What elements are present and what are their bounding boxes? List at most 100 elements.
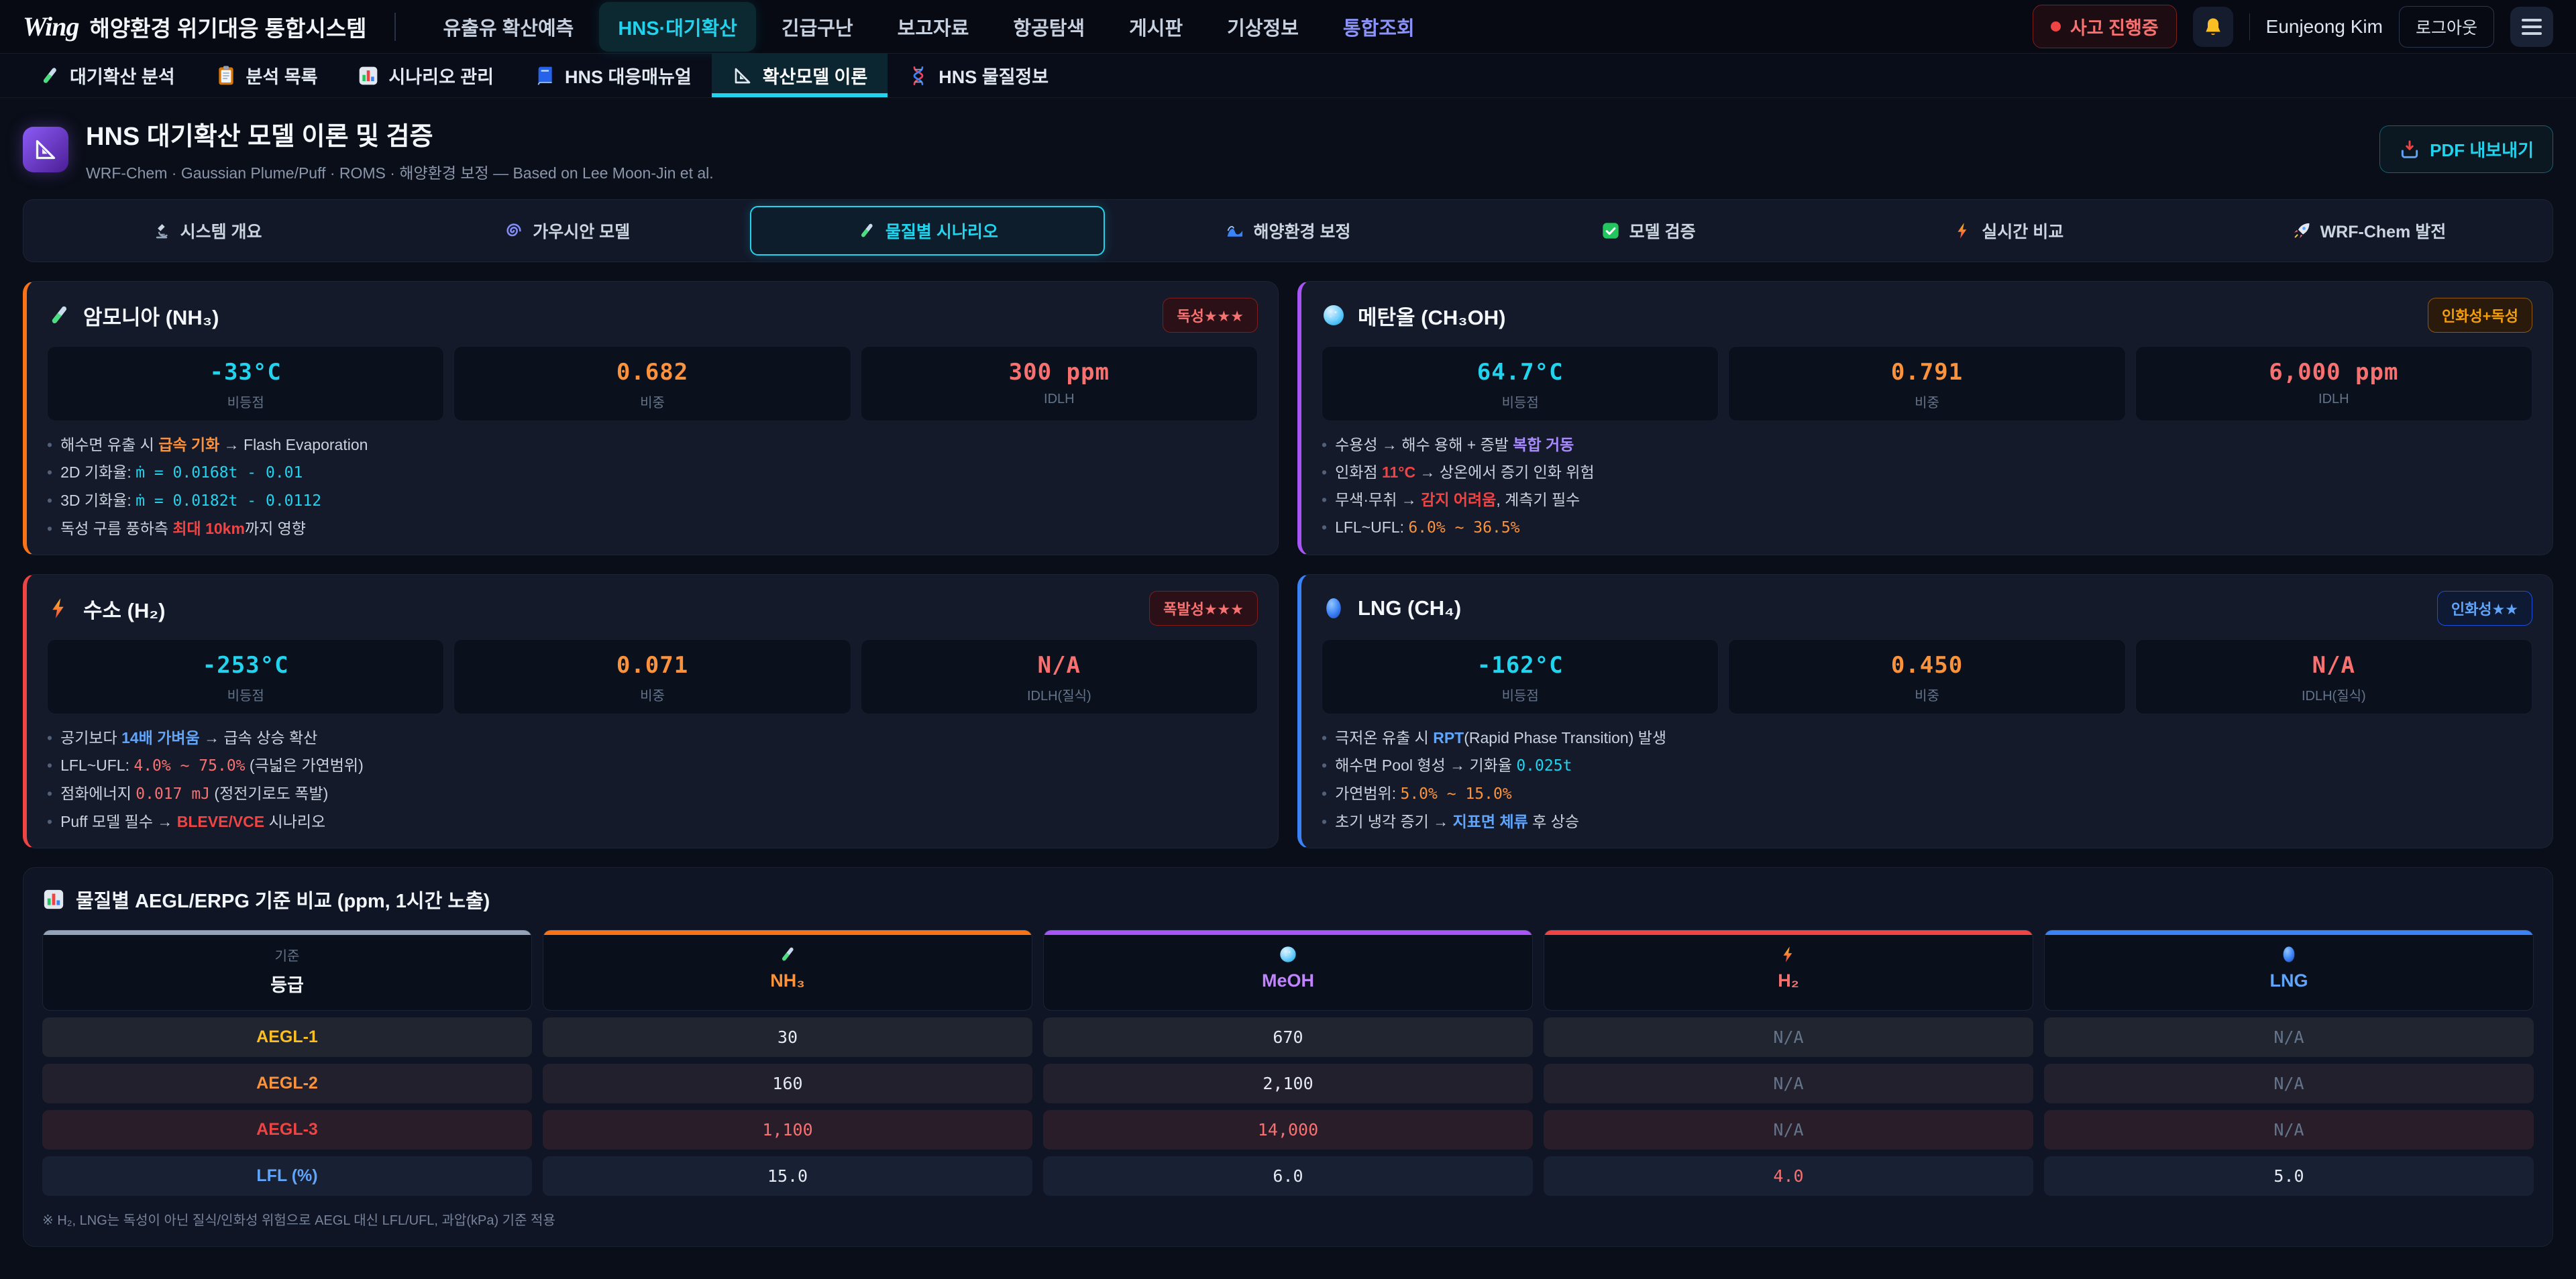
nav-item-rescue[interactable]: 긴급구난 [763,2,872,52]
bullet-text: 극저온 유출 시 RPT(Rapid Phase Transition) 발생 [1335,728,1666,748]
row-label: AEGL-1 [42,1017,532,1057]
card-bullet: •2D 기화율: ṁ = 0.0168t - 0.01 [47,462,1258,483]
subtab-theory[interactable]: 확산모델 이론 [712,54,888,97]
cyclone-icon [504,221,523,240]
subtab-substances[interactable]: HNS 물질정보 [888,54,1069,97]
risk-badge: 인화성★★ [2437,591,2532,626]
bullet-dot: • [1322,517,1327,538]
nav-right: 사고 진행중 Eunjeong Kim 로그아웃 [2033,5,2553,48]
nav-item-oil-spill[interactable]: 유출유 확산예측 [424,2,592,52]
stat-box: 0.071비중 [453,639,851,714]
section-tab-validation[interactable]: 모델 검증 [1471,206,1826,256]
stat-label: IDLH(질식) [2136,685,2532,704]
bullet-text: 무색·무취 → 감지 어려움, 계측기 필수 [1335,490,1580,510]
bullet-text: 3D 기화율: ṁ = 0.0182t - 0.0112 [60,490,321,511]
menu-button[interactable] [2510,7,2553,47]
section-tab-ocean-correction[interactable]: 해양환경 보정 [1110,206,1465,256]
card-bullet: •해수면 유출 시 급속 기화 → Flash Evaporation [47,435,1258,455]
card-bullets: •공기보다 14배 가벼움 → 급속 상승 확산•LFL~UFL: 4.0% ~… [47,728,1258,832]
nav-item-aerial-search[interactable]: 항공탐색 [994,2,1104,52]
logout-button[interactable]: 로그아웃 [2399,6,2494,48]
nav-item-integrated-search[interactable]: 통합조회 [1324,2,1434,52]
card-bullet: •수용성 → 해수 용해 + 증발 복합 거동 [1322,435,2532,455]
stat-box: -33°C비등점 [47,346,444,421]
card-nh3-icon [47,303,71,327]
card-bullet: •3D 기화율: ṁ = 0.0182t - 0.0112 [47,490,1258,511]
substance-card-lng: LNG (CH₄)인화성★★-162°C비등점0.450비중N/AIDLH(질식… [1297,574,2553,848]
app-title: 해양환경 위기대응 통합시스템 [89,11,366,43]
card-bullet: •초기 냉각 증기 → 지표면 체류 후 상승 [1322,812,2532,832]
lightning-icon [1953,221,1972,240]
row-label: AEGL-2 [42,1064,532,1103]
header-top [543,942,1032,966]
stat-label: 비등점 [48,392,443,411]
meoh-icon [1279,945,1297,964]
card-head: 수소 (H₂)폭발성★★★ [47,591,1258,626]
top-navbar: Wing 해양환경 위기대응 통합시스템 유출유 확산예측HNS·대기확산긴급구… [0,0,2576,54]
subtab-scenario-mgmt[interactable]: 시나리오 관리 [337,54,514,97]
bullet-dot: • [1322,462,1327,482]
section-tab-label: 물질별 시나리오 [885,219,998,243]
table-header-cell-nh3: NH₃ [543,930,1032,1011]
bullet-dot: • [1322,490,1327,510]
subtab-list[interactable]: 분석 목록 [195,54,338,97]
table-cell: 4.0 [1544,1156,2033,1196]
page-header-text: HNS 대기확산 모델 이론 및 검증 WRF-Chem · Gaussian … [86,115,714,183]
stat-value: 0.791 [1729,359,2125,386]
subtab-label: HNS 대응매뉴얼 [565,62,692,89]
stat-label: IDLH [2136,392,2532,407]
bullet-text: 점화에너지 0.017 mJ (정전기로도 폭발) [60,783,328,804]
card-head: LNG (CH₄)인화성★★ [1322,591,2532,626]
subtab-label: HNS 물질정보 [938,62,1049,89]
stat-box: N/AIDLH(질식) [861,639,1258,714]
notifications-button[interactable] [2193,7,2233,47]
nav-item-weather[interactable]: 기상정보 [1208,2,1318,52]
nav-item-reports[interactable]: 보고자료 [879,2,988,52]
row-label: LFL (%) [42,1156,532,1196]
section-tab-overview[interactable]: 시스템 개요 [30,206,384,256]
header-color-bar [2045,930,2533,935]
header-top [1544,942,2033,966]
section-tab-realtime[interactable]: 실시간 비교 [1831,206,2186,256]
nav-item-hns-diffusion[interactable]: HNS·대기확산 [599,2,756,52]
bullet-text: Puff 모델 필수 → BLEVE/VCE 시나리오 [60,812,325,832]
logo-mark: Wing [23,11,78,42]
clipboard-icon [215,65,237,87]
rocket-icon [2292,221,2311,240]
stat-box: 0.450비중 [1728,639,2125,714]
card-bullet: •독성 구름 풍하측 최대 10km까지 영향 [47,518,1258,539]
card-bullet: •해수면 Pool 형성 → 기화율 0.025t [1322,755,2532,776]
section-tab-substance-scenarios[interactable]: 물질별 시나리오 [750,206,1105,256]
subtab-label: 분석 목록 [246,62,318,89]
card-bullet: •LFL~UFL: 6.0% ~ 36.5% [1322,517,2532,538]
section-tab-gaussian[interactable]: 가우시안 모델 [390,206,745,256]
table-footnote: ※ H₂, LNG는 독성이 아닌 질식/인화성 위험으로 AEGL 대신 LF… [42,1209,2534,1229]
test-tube-icon [857,221,876,240]
stat-label: 비등점 [48,685,443,704]
row-label: AEGL-3 [42,1110,532,1150]
stat-label: 비중 [1729,392,2125,411]
bullet-dot: • [47,462,52,483]
risk-badge: 인화성+독성 [2428,298,2532,333]
microscope-icon [152,221,171,240]
logo[interactable]: Wing 해양환경 위기대응 통합시스템 [23,11,366,43]
bullet-dot: • [1322,728,1327,748]
subtab-analysis[interactable]: 대기확산 분석 [19,54,195,97]
nav-item-board[interactable]: 게시판 [1110,2,1201,52]
pdf-export-button[interactable]: PDF 내보내기 [2379,125,2553,173]
subtab-manual[interactable]: HNS 대응매뉴얼 [514,54,712,97]
bullet-text: LFL~UFL: 4.0% ~ 75.0% (극넓은 가연범위) [60,755,364,776]
header-top [1044,942,1532,966]
section-tab-wrf-chem[interactable]: WRF-Chem 발전 [2192,206,2546,256]
card-head: 메탄올 (CH₃OH)인화성+독성 [1322,298,2532,333]
incident-status-badge[interactable]: 사고 진행중 [2033,5,2177,48]
header-label: H₂ [1544,970,2033,991]
stat-box: -162°C비등점 [1322,639,1719,714]
h2-icon [1779,945,1798,964]
user-name: Eunjeong Kim [2266,16,2383,38]
vertical-divider [2249,13,2250,40]
table-cell: 6.0 [1043,1156,1533,1196]
table-cell: N/A [1544,1064,2033,1103]
page-title: HNS 대기확산 모델 이론 및 검증 [86,115,714,152]
section-tab-label: 가우시안 모델 [533,219,630,243]
